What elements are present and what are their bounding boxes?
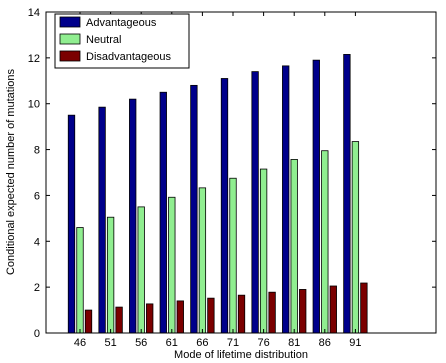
legend-swatch-advantageous [59, 16, 81, 28]
y-tick-label: 4 [34, 236, 40, 248]
x-tick-label: 56 [135, 337, 147, 349]
x-tick-label: 86 [319, 337, 331, 349]
legend-label-neutral: Neutral [86, 34, 121, 46]
y-tick-label: 14 [28, 7, 40, 19]
x-tick-label: 76 [257, 337, 269, 349]
bar-neutral-66 [198, 187, 207, 334]
bar-neutral-86 [321, 150, 329, 334]
x-axis: 46 51 56 61 66 71 76 81 86 91 [74, 12, 362, 349]
bar-advantageous-86 [312, 59, 320, 334]
bar-disadvantageous-91 [360, 282, 368, 334]
x-axis-label: Mode of lifetime distribution [174, 349, 308, 361]
bar-disadvantageous-66 [207, 297, 215, 334]
bar-disadvantageous-81 [299, 289, 307, 334]
x-tick-label: 46 [74, 337, 86, 349]
bar-advantageous-56 [129, 98, 137, 334]
x-tick-label: 91 [349, 337, 361, 349]
bar-advantageous-66 [190, 84, 198, 334]
bar-disadvantageous-71 [237, 294, 246, 334]
bar-advantageous-81 [282, 65, 290, 334]
legend-swatch-disadvantageous [59, 50, 81, 62]
bar-disadvantageous-86 [329, 285, 337, 334]
y-tick-label: 10 [28, 99, 40, 111]
bars-layer [67, 54, 368, 334]
bar-advantageous-71 [220, 78, 229, 334]
bar-neutral-61 [168, 196, 176, 334]
y-tick-label: 2 [34, 282, 40, 294]
bar-neutral-46 [76, 227, 84, 334]
plot-area-frame [45, 11, 437, 334]
bar-advantageous-91 [343, 54, 351, 334]
bar-disadvantageous-76 [268, 291, 276, 334]
y-tick-label: 8 [34, 145, 40, 157]
y-axis: 0 2 4 6 8 10 12 14 [28, 7, 436, 340]
bar-advantageous-51 [98, 106, 106, 334]
y-tick-label: 0 [34, 328, 40, 340]
legend-swatch-neutral [59, 33, 81, 45]
x-tick-label: 66 [196, 337, 208, 349]
bar-advantageous-76 [251, 71, 259, 334]
bar-disadvantageous-46 [84, 309, 93, 334]
x-tick-label: 61 [166, 337, 178, 349]
legend-label-disadvantageous: Disadvantageous [86, 51, 172, 63]
legend-label-advantageous: Advantageous [86, 17, 157, 29]
bar-neutral-76 [259, 168, 268, 334]
bar-neutral-71 [229, 177, 237, 334]
bar-advantageous-46 [67, 114, 76, 334]
bar-disadvantageous-56 [146, 303, 154, 334]
x-tick-label: 51 [104, 337, 116, 349]
y-tick-label: 12 [28, 53, 40, 65]
bar-neutral-51 [106, 216, 115, 334]
bar-neutral-56 [137, 206, 145, 334]
bar-disadvantageous-51 [115, 306, 123, 334]
y-axis-label: Conditional expected number of mutations [5, 68, 17, 275]
bar-neutral-91 [351, 141, 360, 334]
bar-neutral-81 [290, 159, 298, 334]
bar-advantageous-61 [159, 91, 167, 334]
x-tick-label: 71 [227, 337, 239, 349]
bar-disadvantageous-61 [176, 300, 184, 334]
x-tick-label: 81 [288, 337, 300, 349]
legend: Advantageous Neutral Disadvantageous [54, 13, 190, 69]
y-tick-label: 6 [34, 190, 40, 202]
